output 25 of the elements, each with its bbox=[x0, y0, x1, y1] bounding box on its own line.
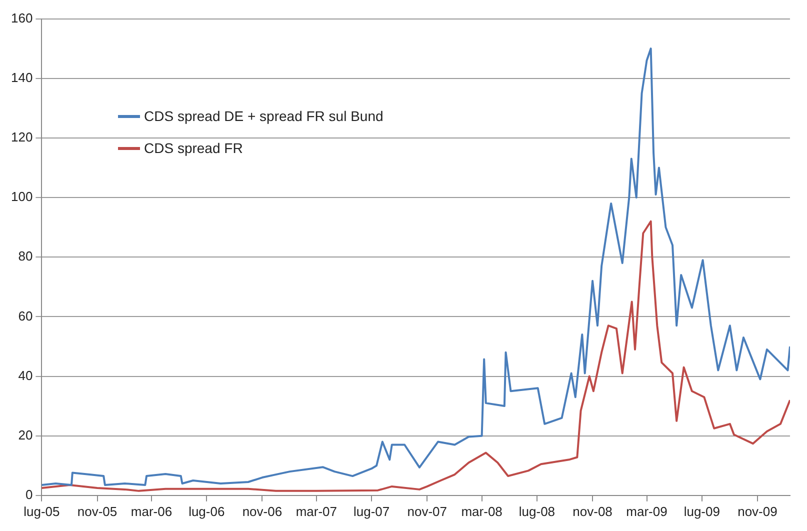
y-tick-label: 60 bbox=[18, 308, 33, 324]
x-tick-label: nov-08 bbox=[572, 504, 612, 519]
legend-label: CDS spread FR bbox=[144, 140, 243, 156]
legend-label: CDS spread DE + spread FR sul Bund bbox=[144, 108, 384, 124]
y-tick-label: 20 bbox=[18, 427, 33, 442]
x-tick-label: mar-08 bbox=[461, 504, 502, 519]
x-tick-label: nov-09 bbox=[738, 504, 778, 519]
x-tick-label: nov-06 bbox=[242, 504, 282, 519]
x-tick-label: mar-09 bbox=[626, 504, 668, 519]
x-tick-label: lug-07 bbox=[353, 504, 390, 519]
x-tick-label: mar-07 bbox=[296, 504, 338, 519]
x-tick-label: mar-06 bbox=[130, 504, 172, 519]
x-tick-label: lug-08 bbox=[518, 504, 556, 519]
x-tick-label: nov-05 bbox=[77, 504, 118, 519]
x-tick-label: lug-09 bbox=[684, 504, 720, 519]
y-tick-label: 80 bbox=[18, 248, 33, 264]
y-tick-label: 40 bbox=[18, 368, 33, 383]
x-tick-label: nov-07 bbox=[407, 504, 448, 519]
y-tick-label: 160 bbox=[10, 10, 33, 26]
x-tick-label: lug-06 bbox=[188, 504, 225, 519]
y-tick-label: 0 bbox=[25, 486, 33, 502]
y-tick-label: 140 bbox=[10, 70, 33, 85]
y-tick-label: 100 bbox=[10, 189, 33, 204]
y-tick-label: 120 bbox=[10, 130, 33, 145]
x-tick-label: lug-05 bbox=[24, 504, 60, 519]
